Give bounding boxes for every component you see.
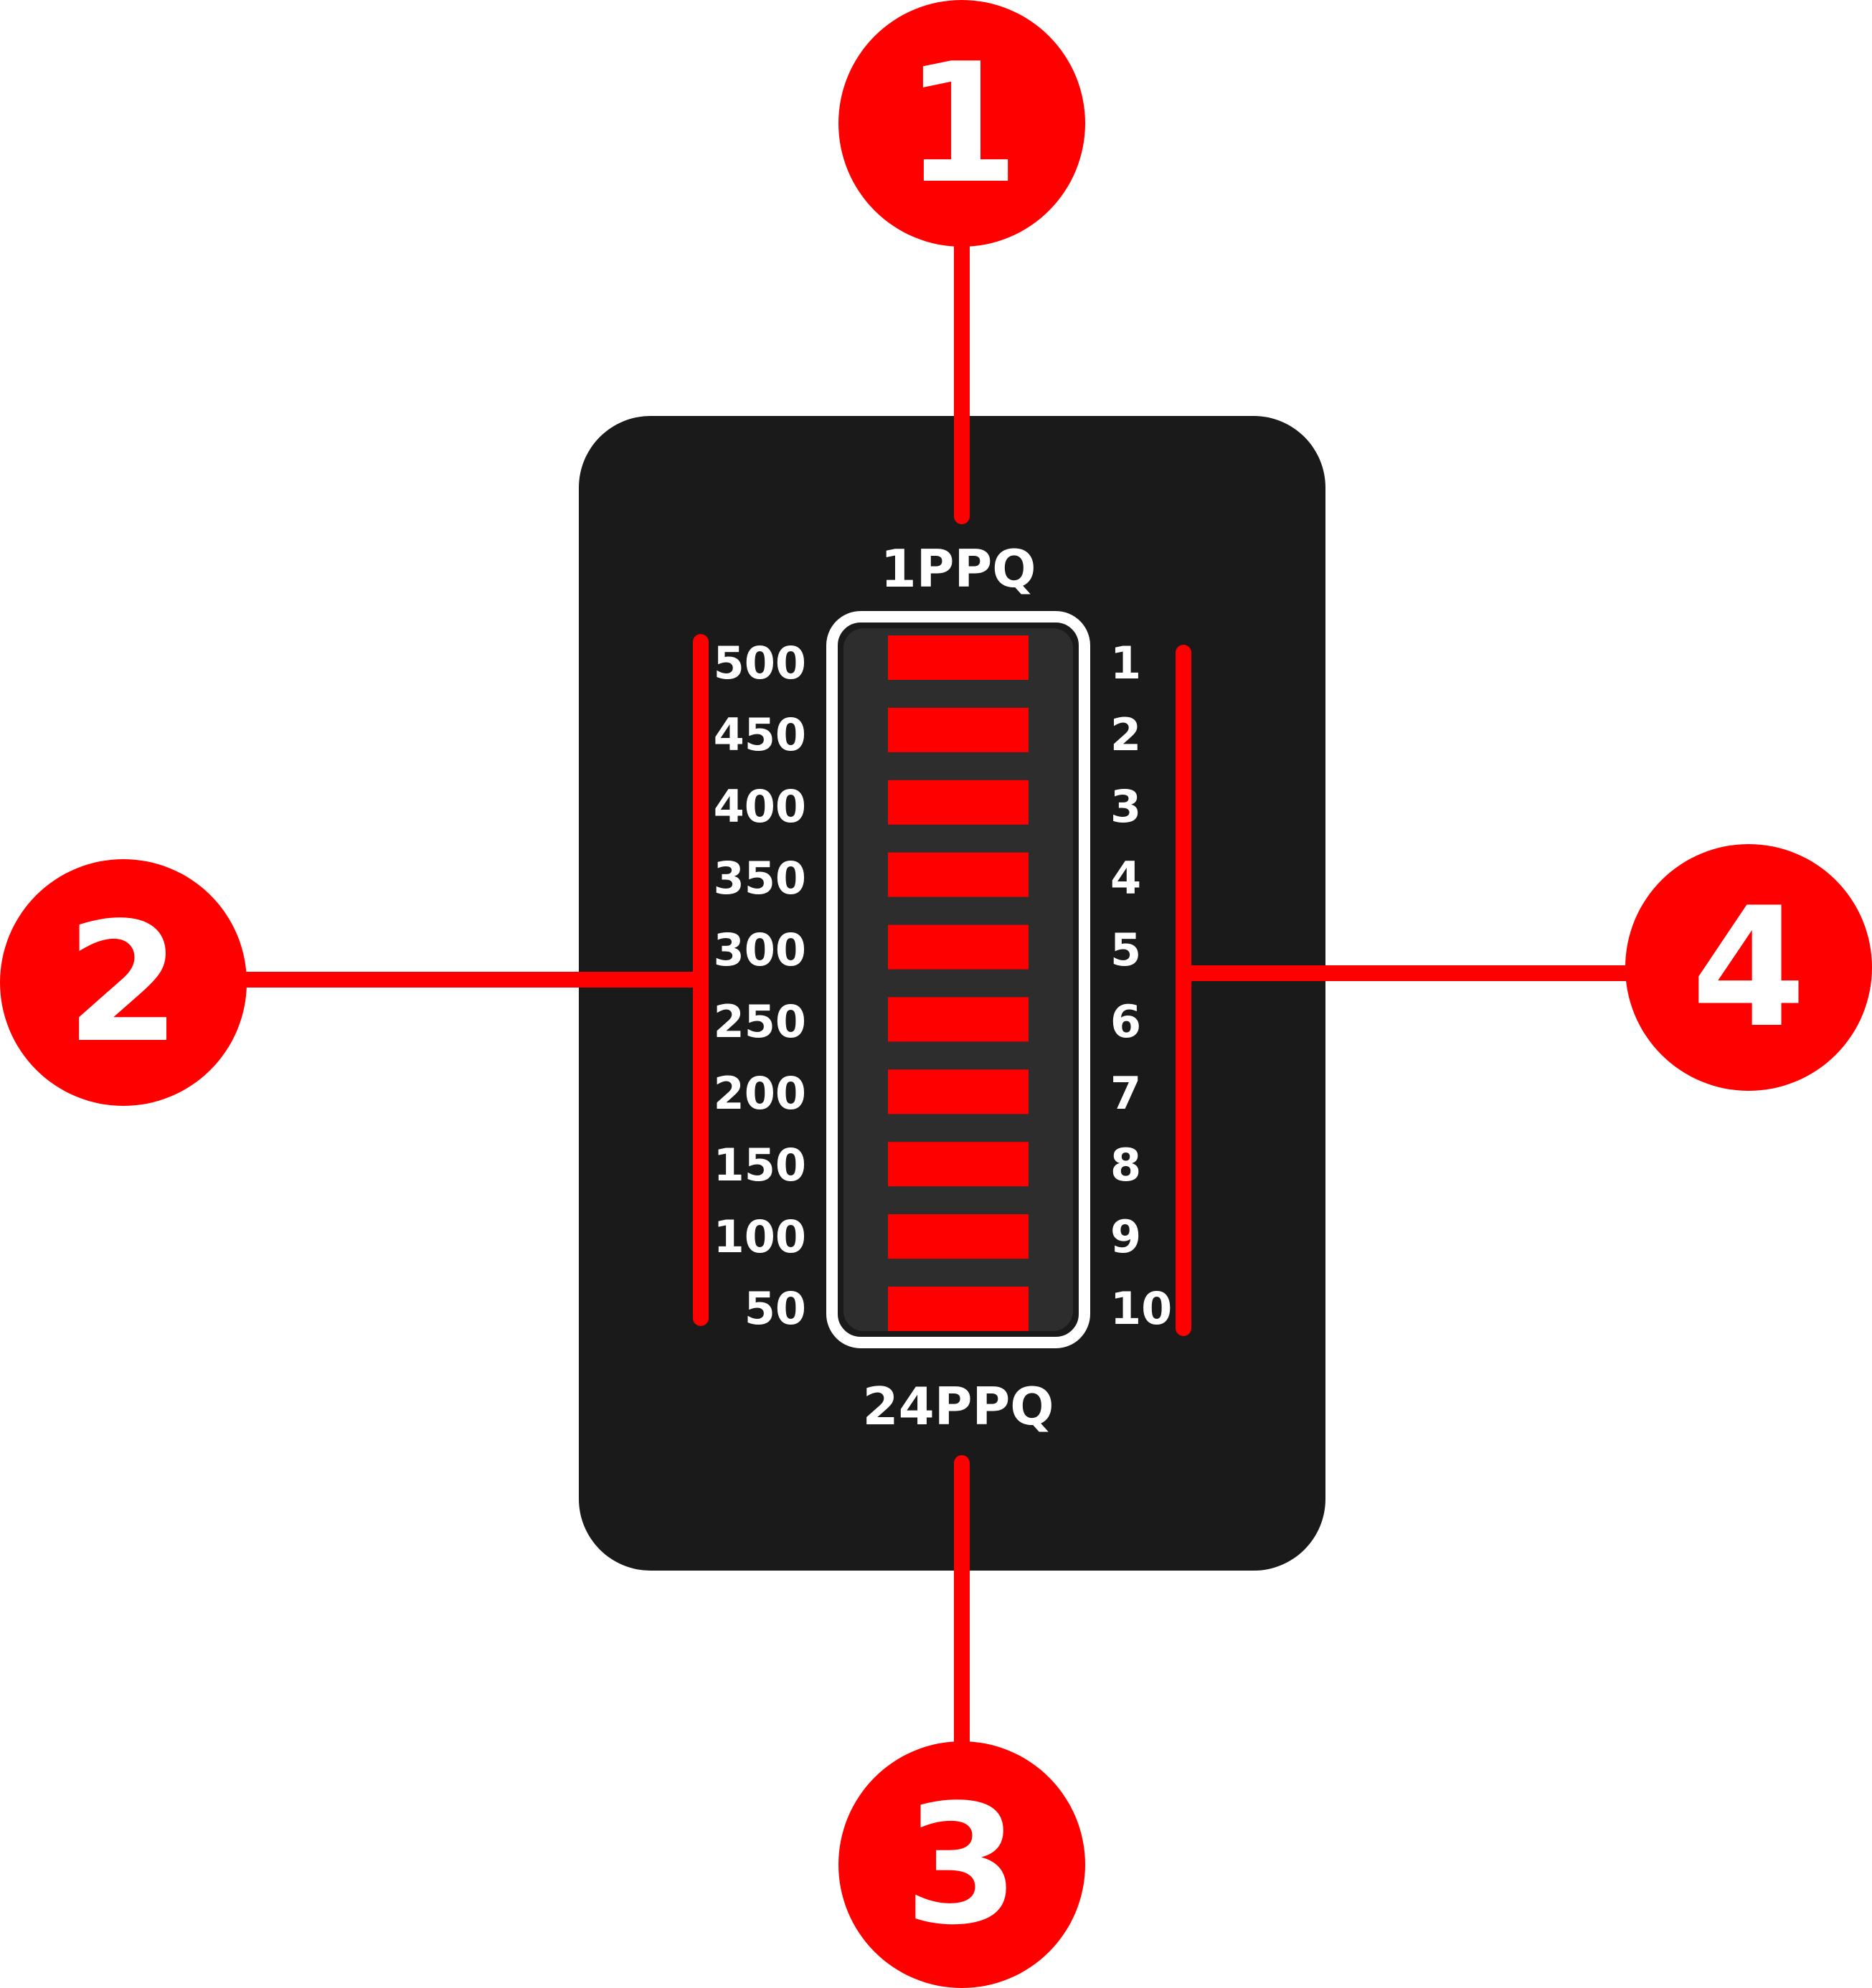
led-segment	[888, 780, 1029, 825]
right-scale-label: 4	[1110, 852, 1141, 904]
right-scale-label: 8	[1110, 1139, 1141, 1191]
right-scale-label: 1	[1110, 637, 1141, 689]
right-scale-label: 6	[1110, 995, 1141, 1048]
callout-1-number: 1	[904, 29, 1019, 220]
led-segment	[888, 997, 1029, 1042]
left-scale-label: 500	[714, 637, 806, 689]
left-scale-label: 300	[714, 924, 806, 976]
callout-1: 1	[838, 0, 1085, 247]
led-segment	[888, 924, 1029, 970]
right-scale-label: 2	[1110, 709, 1141, 761]
callout-1-circle	[838, 0, 1085, 247]
right-scale: 1 2 3 4 5 6 7 8 9 10	[1110, 637, 1172, 1335]
right-scale-label: 7	[1110, 1067, 1141, 1120]
led-window-frame	[826, 611, 1090, 1348]
callout-2-circle	[0, 859, 247, 1106]
callout-3: 3	[838, 1741, 1085, 1988]
left-scale-label: 200	[714, 1067, 806, 1120]
callout-2: 2	[0, 859, 247, 1106]
left-scale-label: 150	[714, 1139, 806, 1191]
callout-2-number: 2	[66, 888, 181, 1079]
left-scale-label: 50	[744, 1282, 806, 1335]
right-scale-label: 5	[1110, 924, 1141, 976]
right-scale-label: 3	[1110, 780, 1141, 833]
led-segment	[888, 1214, 1029, 1259]
right-scale-label: 9	[1110, 1211, 1141, 1263]
left-scale-label: 400	[714, 780, 806, 833]
callout-4: 4	[1625, 844, 1872, 1091]
callout-3-number: 3	[904, 1770, 1019, 1961]
callout-3-circle	[838, 1741, 1085, 1988]
left-scale-label: 450	[714, 709, 806, 761]
led-segment	[888, 1069, 1029, 1114]
led-segment	[888, 707, 1029, 752]
label-24ppq: 24PPQ	[863, 1376, 1054, 1436]
left-scale-label: 350	[714, 852, 806, 904]
left-scale-label: 100	[714, 1211, 806, 1263]
led-segment	[888, 1287, 1029, 1331]
right-scale-label: 10	[1110, 1282, 1172, 1335]
led-segments	[888, 635, 1029, 1331]
left-scale: 500 450 400 350 300 250 200 150 100 50	[714, 637, 806, 1335]
callout-4-number: 4	[1691, 873, 1806, 1064]
led-segment	[888, 635, 1029, 680]
led-segment	[888, 1142, 1029, 1187]
label-1ppq: 1PPQ	[881, 539, 1036, 599]
led-segment	[888, 852, 1029, 897]
callout-4-circle	[1625, 844, 1872, 1091]
left-scale-label: 250	[714, 995, 806, 1048]
